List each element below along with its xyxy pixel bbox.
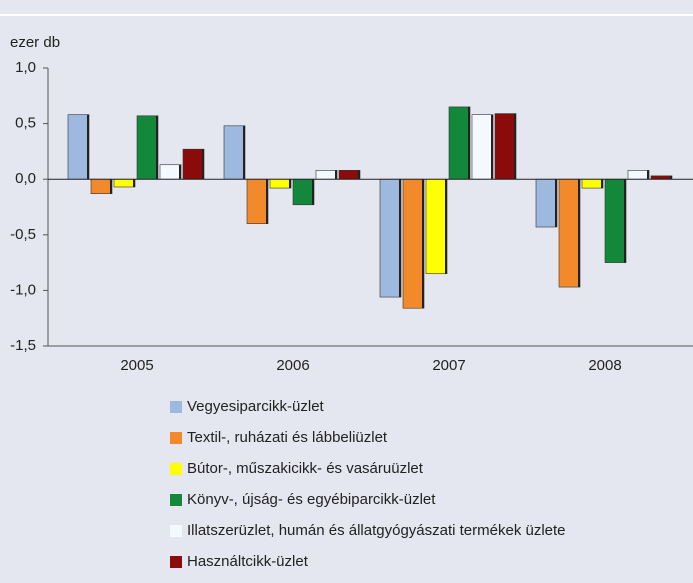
bar-edge xyxy=(312,179,314,205)
y-tick-label: 0,0 xyxy=(15,170,36,187)
bar-edge xyxy=(624,179,626,263)
legend-label: Bútor-, műszakicikk- és vasáruüzlet xyxy=(187,460,424,477)
bar-edge xyxy=(468,106,470,180)
legend-swatch xyxy=(170,463,182,475)
legend-label: Textil-, ruházati és lábbeliüzlet xyxy=(187,429,388,446)
bar xyxy=(338,170,361,180)
bar xyxy=(315,170,338,180)
bar xyxy=(90,178,113,194)
bar-edge xyxy=(422,179,424,309)
legend-label: Vegyesiparcikk-üzlet xyxy=(187,398,325,415)
x-tick-label: 2008 xyxy=(588,357,621,374)
bar-edge xyxy=(266,179,268,224)
bar-edge xyxy=(133,179,135,187)
bar-edge xyxy=(202,149,204,180)
bar-edge xyxy=(399,179,401,298)
bar xyxy=(292,178,315,206)
bar-edge xyxy=(179,164,181,180)
y-tick-label: 1,0 xyxy=(15,59,36,76)
legend-swatch xyxy=(170,432,182,444)
legend-swatch xyxy=(170,494,182,506)
bar-edge xyxy=(335,170,337,180)
y-tick-label: -1,5 xyxy=(10,337,36,354)
legend-label: Használtcikk-üzlet xyxy=(187,553,309,570)
bar xyxy=(402,178,425,309)
bar-edge xyxy=(289,179,291,189)
bar xyxy=(627,170,650,180)
bar-edge xyxy=(670,175,672,180)
bar xyxy=(159,164,182,180)
bar xyxy=(471,114,494,180)
bar-edge xyxy=(110,179,112,194)
y-tick-label: -0,5 xyxy=(10,226,36,243)
bar xyxy=(182,148,205,180)
bar xyxy=(558,178,581,288)
x-tick-label: 2005 xyxy=(120,357,153,374)
bar xyxy=(425,178,448,275)
bar xyxy=(379,178,402,298)
bar xyxy=(136,115,159,180)
bar-edge xyxy=(555,179,557,228)
bar-edge xyxy=(87,114,89,180)
legend-label: Illatszerüzlet, humán és állatgyógyászat… xyxy=(187,522,566,539)
bar xyxy=(246,178,269,224)
bar xyxy=(113,178,136,188)
bar xyxy=(269,178,292,189)
y-tick-label: -1,0 xyxy=(10,281,36,298)
bar xyxy=(650,175,673,180)
bar xyxy=(535,178,558,228)
bar-edge xyxy=(647,170,649,180)
y-axis-label: ezer db xyxy=(10,34,60,51)
bar-edge xyxy=(578,179,580,288)
y-tick-label: 0,5 xyxy=(15,115,36,132)
legend-swatch xyxy=(170,525,182,537)
bar xyxy=(494,113,517,180)
bar-edge xyxy=(358,170,360,180)
bar-edge xyxy=(601,179,603,189)
bar xyxy=(223,125,246,180)
legend-swatch xyxy=(170,556,182,568)
bar xyxy=(448,106,471,180)
bar xyxy=(67,114,90,180)
bar xyxy=(581,178,604,189)
bar-edge xyxy=(243,125,245,180)
x-tick-label: 2007 xyxy=(432,357,465,374)
bar-edge xyxy=(514,113,516,180)
x-tick-label: 2006 xyxy=(276,357,309,374)
legend-label: Könyv-, újság- és egyébiparcikk-üzlet xyxy=(187,491,436,508)
bar-edge xyxy=(445,179,447,274)
bar-edge xyxy=(491,114,493,180)
bar-edge xyxy=(156,115,158,180)
bar xyxy=(604,178,627,263)
legend-swatch xyxy=(170,401,182,413)
